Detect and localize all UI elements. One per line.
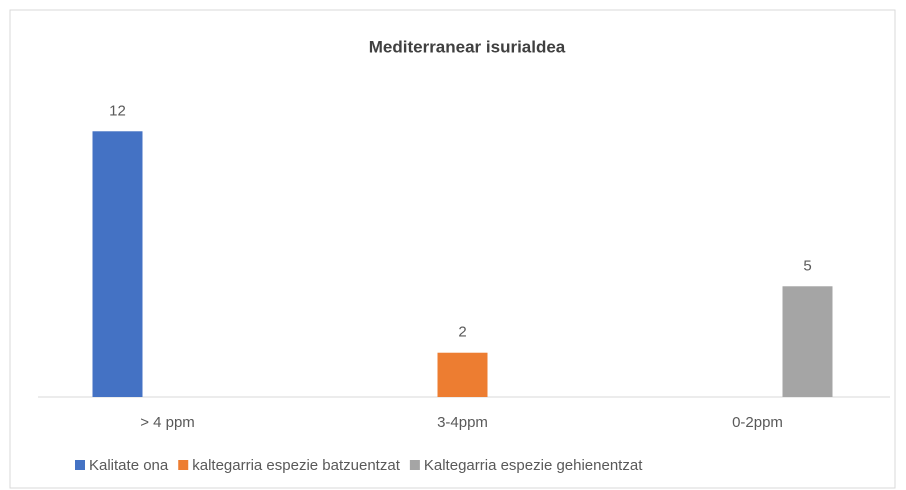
chart-border [9, 9, 896, 489]
x-tick-label: 3-4ppm [437, 414, 488, 431]
data-label: 5 [803, 257, 811, 274]
chart-title: Mediterranear isurialdea [369, 37, 566, 56]
x-tick-label: > 4 ppm [140, 414, 195, 431]
legend-swatch [409, 460, 420, 470]
legend-label: Kalitate ona [89, 457, 169, 474]
data-label: 12 [109, 102, 126, 119]
bar [92, 131, 143, 398]
data-label: 2 [458, 324, 466, 341]
legend-swatch [178, 460, 189, 470]
legend-label: kaltegarria espezie batzuentzat [192, 457, 400, 474]
x-tick-label: 0-2ppm [732, 414, 783, 431]
bar [782, 286, 833, 397]
legend-swatch [75, 460, 85, 470]
legend-label: Kaltegarria espezie gehienentzat [424, 457, 643, 474]
bar [437, 352, 488, 397]
